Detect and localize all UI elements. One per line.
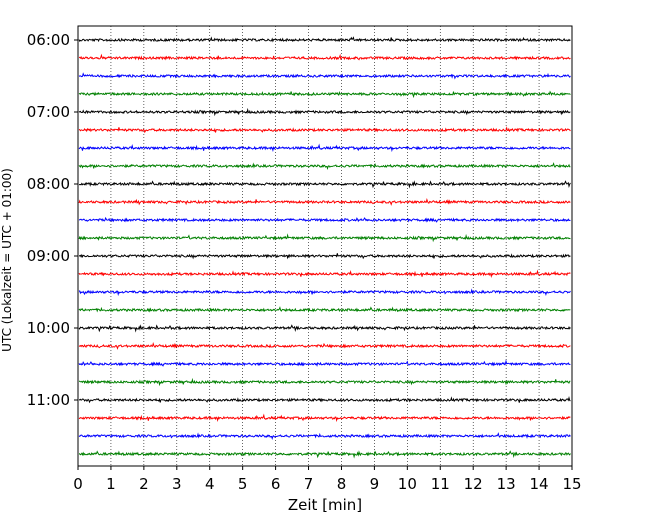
y-axis-label: UTC (Lokalzeit = UTC + 01:00) [0, 168, 14, 352]
trace-7 [78, 162, 571, 171]
y-axis: 06:00 07:00 08:00 09:00 10:00 11:00 [27, 31, 78, 409]
trace-22 [78, 432, 571, 441]
x-tick-label-5: 5 [238, 475, 248, 493]
trace-9 [78, 197, 571, 206]
x-tick-label-2: 2 [139, 475, 149, 493]
trace-13 [78, 269, 571, 278]
trace-0 [78, 36, 571, 43]
trace-8 [78, 180, 571, 189]
trace-20 [78, 396, 571, 404]
trace-3 [78, 90, 571, 99]
trace-21 [78, 413, 571, 423]
trace-12 [78, 253, 571, 260]
trace-14 [78, 288, 571, 297]
trace-5 [78, 126, 571, 134]
trace-11 [78, 233, 571, 243]
x-tick-label-8: 8 [337, 475, 347, 493]
trace-4 [78, 107, 571, 117]
trace-16 [78, 324, 571, 333]
x-tick-label-11: 11 [431, 475, 450, 493]
x-tick-label-15: 15 [562, 475, 581, 493]
x-tick-label-12: 12 [464, 475, 483, 493]
y-tick-label-2: 08:00 [27, 175, 70, 193]
x-tick-label-3: 3 [172, 475, 182, 493]
plot-frame [77, 25, 573, 467]
trace-1 [78, 53, 571, 61]
x-tick-label-10: 10 [398, 475, 417, 493]
y-tick-label-5: 11:00 [27, 391, 70, 409]
y-tick-label-1: 07:00 [27, 103, 70, 121]
y-tick-label-4: 10:00 [27, 319, 70, 337]
grid-lines [110, 26, 540, 466]
x-tick-label-7: 7 [304, 475, 314, 493]
y-tick-label-3: 09:00 [27, 247, 70, 265]
trace-19 [78, 377, 571, 387]
x-tick-label-6: 6 [271, 475, 281, 493]
trace-10 [78, 216, 571, 223]
x-axis-label: Zeit [min] [288, 496, 362, 514]
x-tick-label-13: 13 [497, 475, 516, 493]
trace-17 [78, 341, 571, 350]
x-axis: 0 1 2 3 4 5 6 7 8 9 10 11 12 13 14 15 [73, 466, 582, 493]
trace-18 [78, 359, 571, 367]
y-tick-label-0: 06:00 [27, 31, 70, 49]
x-tick-label-9: 9 [370, 475, 380, 493]
x-tick-label-14: 14 [530, 475, 549, 493]
traces [78, 36, 571, 459]
x-tick-label-4: 4 [205, 475, 215, 493]
trace-2 [78, 72, 571, 80]
x-tick-label-0: 0 [73, 475, 83, 493]
trace-15 [78, 306, 571, 313]
trace-6 [78, 143, 571, 153]
x-tick-label-1: 1 [106, 475, 116, 493]
trace-23 [78, 450, 571, 459]
